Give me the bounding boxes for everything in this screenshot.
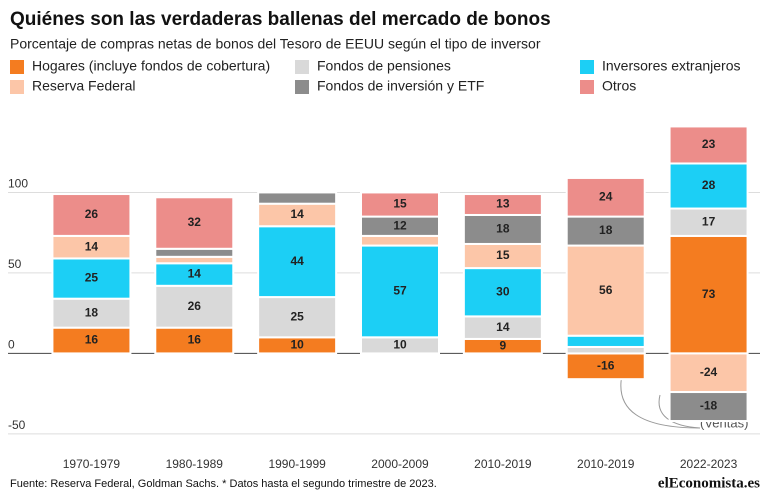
logo: elEconomista.es (658, 475, 760, 491)
data-label: 24 (599, 189, 613, 203)
legend-swatch (580, 80, 594, 94)
annotation-arrow (620, 374, 701, 429)
bar-segment (154, 196, 235, 250)
x-tick-label: 1970-1979 (63, 457, 121, 471)
bar-segment (462, 193, 543, 216)
bar-segment (462, 242, 543, 270)
bar-segment (51, 297, 132, 329)
data-label: 26 (188, 299, 202, 313)
bar-segment (668, 207, 749, 237)
data-label: 73 (702, 287, 716, 301)
data-label: 25 (290, 309, 304, 323)
data-label: 23 (702, 137, 716, 151)
bar-segment (154, 247, 235, 258)
data-label: 13 (496, 197, 510, 211)
source: Fuente: Reserva Federal, Goldman Sachs. … (10, 478, 437, 490)
chart-title: Quiénes son las verdaderas ballenas del … (10, 9, 551, 30)
data-label: 18 (85, 305, 99, 319)
bar-segment (154, 284, 235, 329)
legend-label: Hogares (incluye fondos de cobertura) (32, 58, 270, 74)
x-tick-label: 2010-2019 (577, 457, 635, 471)
data-label: 14 (290, 207, 304, 221)
bar-segment (360, 244, 440, 339)
bar-segment (257, 296, 338, 339)
x-tick-label: 2010-2019 (474, 457, 532, 471)
bar-segment (154, 326, 235, 355)
data-label: 16 (188, 333, 202, 347)
data-label: 9 (500, 338, 507, 352)
x-tick-label: 1980-1989 (166, 457, 224, 471)
data-label: -18 (700, 399, 718, 413)
data-label: 10 (393, 338, 407, 352)
data-label: 32 (188, 215, 202, 229)
data-label: -24 (700, 365, 718, 379)
chart-subtitle: Porcentaje de compras netas de bonos del… (10, 36, 541, 52)
legend-swatch (295, 80, 309, 94)
data-label: 28 (702, 178, 716, 192)
legend-swatch (10, 60, 24, 74)
data-label: 30 (496, 284, 510, 298)
y-tick-label: 50 (8, 257, 22, 271)
data-label: 10 (290, 338, 304, 352)
bar-segment (51, 193, 132, 237)
bar-segment (668, 234, 749, 355)
x-tick-label: 2022-2023 (680, 457, 738, 471)
bar-segment (565, 215, 646, 247)
bar-segment (668, 391, 749, 423)
bar-segment (257, 191, 338, 205)
bar-segment (257, 225, 338, 299)
x-tick-label: 1990-1999 (268, 457, 326, 471)
legend-label: Reserva Federal (32, 78, 136, 94)
legend-swatch (295, 60, 309, 74)
data-label: -16 (597, 358, 615, 372)
bar-segment (668, 125, 749, 165)
data-label: 56 (599, 283, 613, 297)
data-label: 18 (496, 222, 510, 236)
data-label: 16 (85, 333, 99, 347)
legend-label: Inversores extranjeros (602, 58, 741, 74)
legend-label: Otros (602, 78, 636, 94)
legend-label: Fondos de pensiones (317, 58, 451, 74)
bar-segment (360, 191, 440, 218)
bar-segment (565, 176, 646, 218)
annotation-arrow (658, 394, 701, 429)
data-label: 17 (702, 214, 716, 228)
y-tick-label: 100 (8, 177, 28, 191)
data-label: 12 (393, 218, 407, 232)
x-tick-label: 2000-2009 (371, 457, 429, 471)
bar-segment (565, 334, 646, 348)
bar-segment (668, 352, 749, 394)
data-label: 14 (188, 267, 202, 281)
data-label: 57 (393, 284, 407, 298)
bar-segment (360, 234, 440, 247)
bar-segment (462, 267, 543, 318)
legend-swatch (580, 60, 594, 74)
y-tick-label: -50 (8, 418, 26, 432)
data-label: 25 (85, 271, 99, 285)
data-label: 26 (85, 207, 99, 221)
data-label: 14 (85, 239, 99, 253)
bar-segment (565, 352, 646, 381)
y-tick-label: 0 (8, 338, 15, 352)
legend-swatch (10, 80, 24, 94)
legend-label: Fondos de inversión y ETF (317, 78, 484, 94)
bar-segment (51, 326, 132, 355)
data-label: 15 (393, 197, 407, 211)
data-label: 44 (290, 254, 304, 268)
data-label: 18 (599, 223, 613, 237)
data-label: 14 (496, 320, 510, 334)
data-label: 15 (496, 248, 510, 262)
bar-segment (565, 244, 646, 337)
